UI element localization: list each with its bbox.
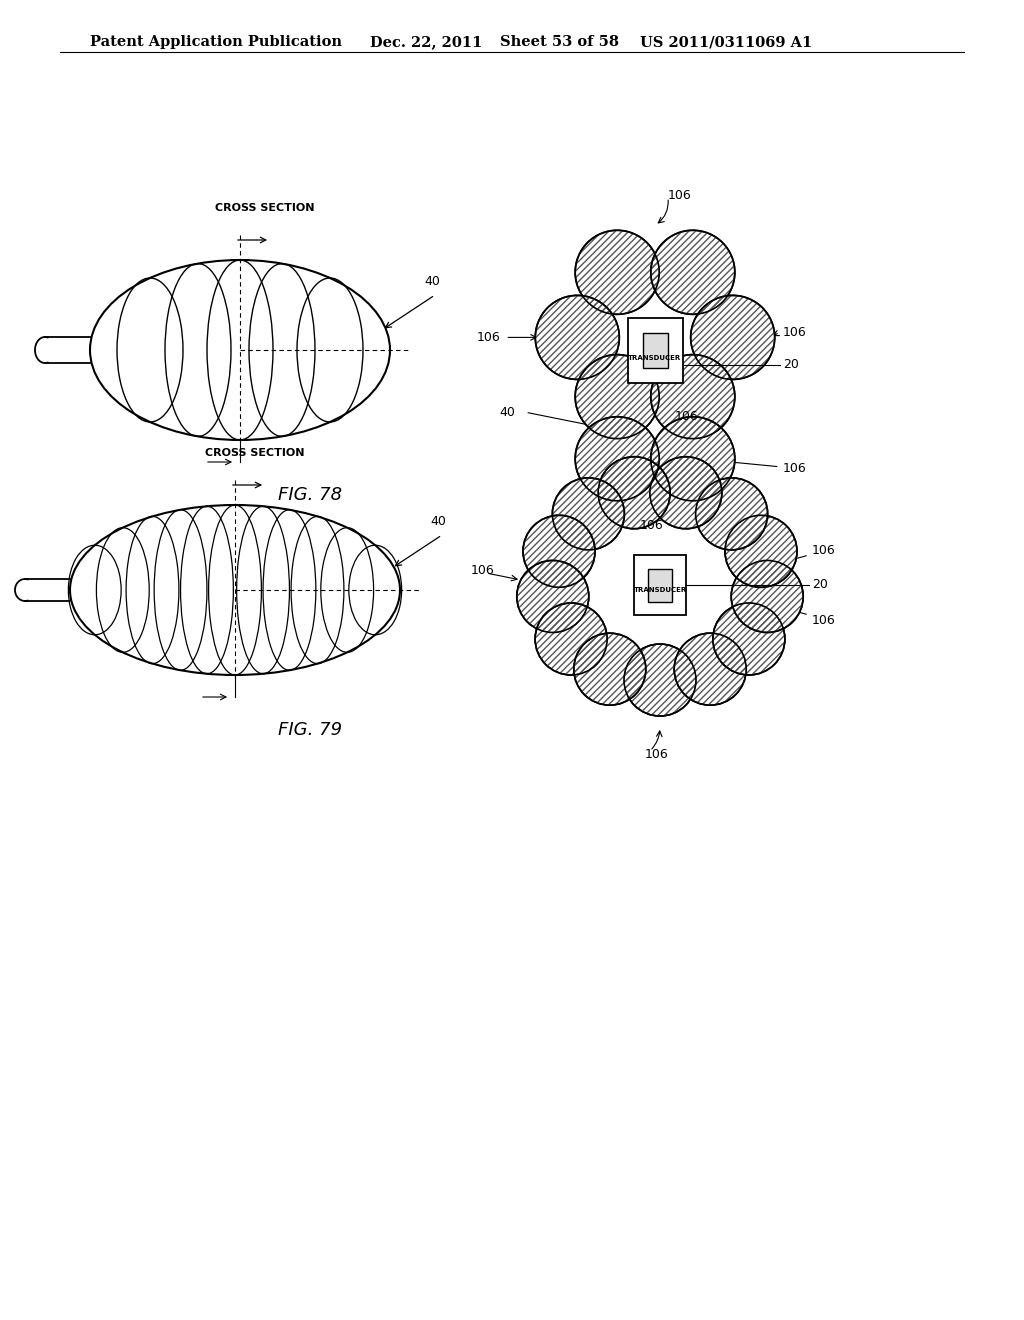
Text: 40: 40 xyxy=(500,405,515,418)
Text: CROSS SECTION: CROSS SECTION xyxy=(205,447,305,458)
Text: 106: 106 xyxy=(476,331,501,345)
Circle shape xyxy=(624,644,696,715)
Circle shape xyxy=(731,561,803,632)
Circle shape xyxy=(517,561,589,632)
Text: 106: 106 xyxy=(812,614,836,627)
Ellipse shape xyxy=(90,260,390,440)
Text: 106: 106 xyxy=(782,326,807,339)
Bar xyxy=(648,569,672,602)
Text: TRANSDUCER: TRANSDUCER xyxy=(629,355,682,360)
Circle shape xyxy=(695,478,768,550)
Text: FIG. 78: FIG. 78 xyxy=(278,486,342,504)
Text: US 2011/0311069 A1: US 2011/0311069 A1 xyxy=(640,36,812,49)
Text: Sheet 53 of 58: Sheet 53 of 58 xyxy=(500,36,618,49)
Circle shape xyxy=(575,417,659,500)
Text: 106: 106 xyxy=(668,189,692,202)
Circle shape xyxy=(536,296,620,379)
Bar xyxy=(628,318,683,383)
Text: 20: 20 xyxy=(812,578,827,591)
Text: 106: 106 xyxy=(812,544,836,557)
Circle shape xyxy=(725,515,797,587)
Bar xyxy=(642,333,668,367)
Circle shape xyxy=(573,634,646,705)
Circle shape xyxy=(674,634,746,705)
Circle shape xyxy=(536,603,607,675)
Text: CROSS SECTION: CROSS SECTION xyxy=(215,203,314,213)
Text: FIG. 79: FIG. 79 xyxy=(278,721,342,739)
Text: 106: 106 xyxy=(675,409,698,422)
Text: 40: 40 xyxy=(424,275,440,288)
Text: TRANSDUCER: TRANSDUCER xyxy=(634,587,687,593)
Circle shape xyxy=(552,478,625,550)
Ellipse shape xyxy=(70,506,400,675)
Circle shape xyxy=(713,603,784,675)
Circle shape xyxy=(598,457,670,529)
Text: 106: 106 xyxy=(640,519,664,532)
Bar xyxy=(634,554,686,615)
Circle shape xyxy=(575,230,659,314)
Text: 106: 106 xyxy=(471,564,495,577)
Circle shape xyxy=(651,417,735,500)
Text: Dec. 22, 2011: Dec. 22, 2011 xyxy=(370,36,482,49)
Text: 40: 40 xyxy=(430,515,445,528)
Circle shape xyxy=(575,355,659,438)
Circle shape xyxy=(651,355,735,438)
Text: 106: 106 xyxy=(645,747,669,760)
Circle shape xyxy=(523,515,595,587)
Text: Patent Application Publication: Patent Application Publication xyxy=(90,36,342,49)
Text: 20: 20 xyxy=(782,359,799,371)
Text: 106: 106 xyxy=(782,462,807,475)
Circle shape xyxy=(691,296,775,379)
Circle shape xyxy=(650,457,722,529)
Circle shape xyxy=(651,230,735,314)
